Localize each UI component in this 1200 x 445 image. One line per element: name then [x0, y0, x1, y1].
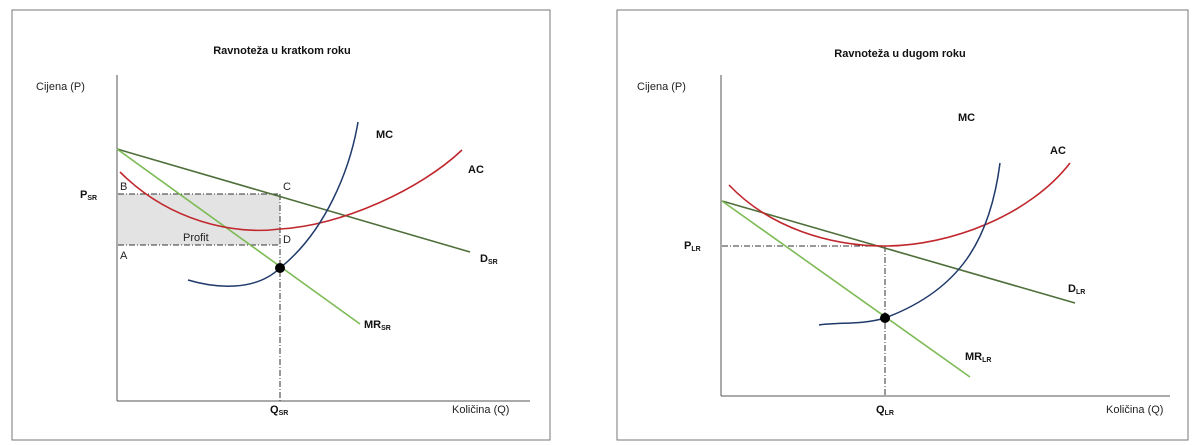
average-cost-curve-lr — [728, 162, 1071, 247]
price-label-sr: PSR — [80, 189, 97, 202]
marginal-cost-curve-lr — [818, 162, 1001, 326]
ac-label-lr: AC — [1050, 145, 1066, 157]
point-d-label: D — [283, 234, 291, 246]
short-run-y-axis-label: Cijena (P) — [36, 81, 85, 93]
short-run-frame — [11, 9, 551, 441]
mc-label-sr: MC — [376, 129, 393, 141]
point-a-label: A — [120, 250, 128, 262]
mr-label-lr: MRLR — [965, 351, 991, 364]
mr-label-sr: MRSR — [364, 319, 391, 332]
short-run-x-axis-label: Količina (Q) — [452, 404, 509, 416]
long-run-title: Ravnoteža u dugom roku — [834, 48, 965, 60]
short-run-title: Ravnoteža u kratkom roku — [213, 45, 351, 57]
demand-label-sr: DSR — [480, 253, 498, 266]
equilibrium-point-sr — [275, 263, 285, 273]
demand-curve-lr — [721, 200, 1076, 304]
marginal-cost-curve-sr — [187, 121, 359, 287]
profit-label: Profit — [183, 232, 209, 244]
price-label-lr: PLR — [684, 240, 701, 253]
marginal-revenue-curve-sr — [116, 148, 361, 325]
profit-area — [118, 194, 280, 245]
average-cost-curve-sr — [119, 149, 463, 232]
short-run-panel: Ravnoteža u kratkom roku Cijena (P) Koli… — [11, 9, 551, 441]
demand-curve-sr — [116, 148, 471, 253]
long-run-x-axis-label: Količina (Q) — [1106, 404, 1163, 416]
long-run-panel: Ravnoteža u dugom roku Cijena (P) Količi… — [616, 9, 1189, 441]
quantity-label-sr: QSR — [270, 404, 288, 417]
point-c-label: C — [283, 181, 291, 193]
mc-label-lr: MC — [958, 112, 975, 124]
long-run-y-axis-label: Cijena (P) — [637, 81, 686, 93]
point-b-label: B — [120, 181, 127, 193]
quantity-label-lr: QLR — [876, 404, 894, 417]
marginal-revenue-curve-lr — [721, 200, 971, 378]
ac-label-sr: AC — [468, 164, 484, 176]
long-run-frame — [616, 9, 1189, 441]
equilibrium-point-lr — [880, 313, 890, 323]
demand-label-lr: DLR — [1068, 283, 1085, 296]
